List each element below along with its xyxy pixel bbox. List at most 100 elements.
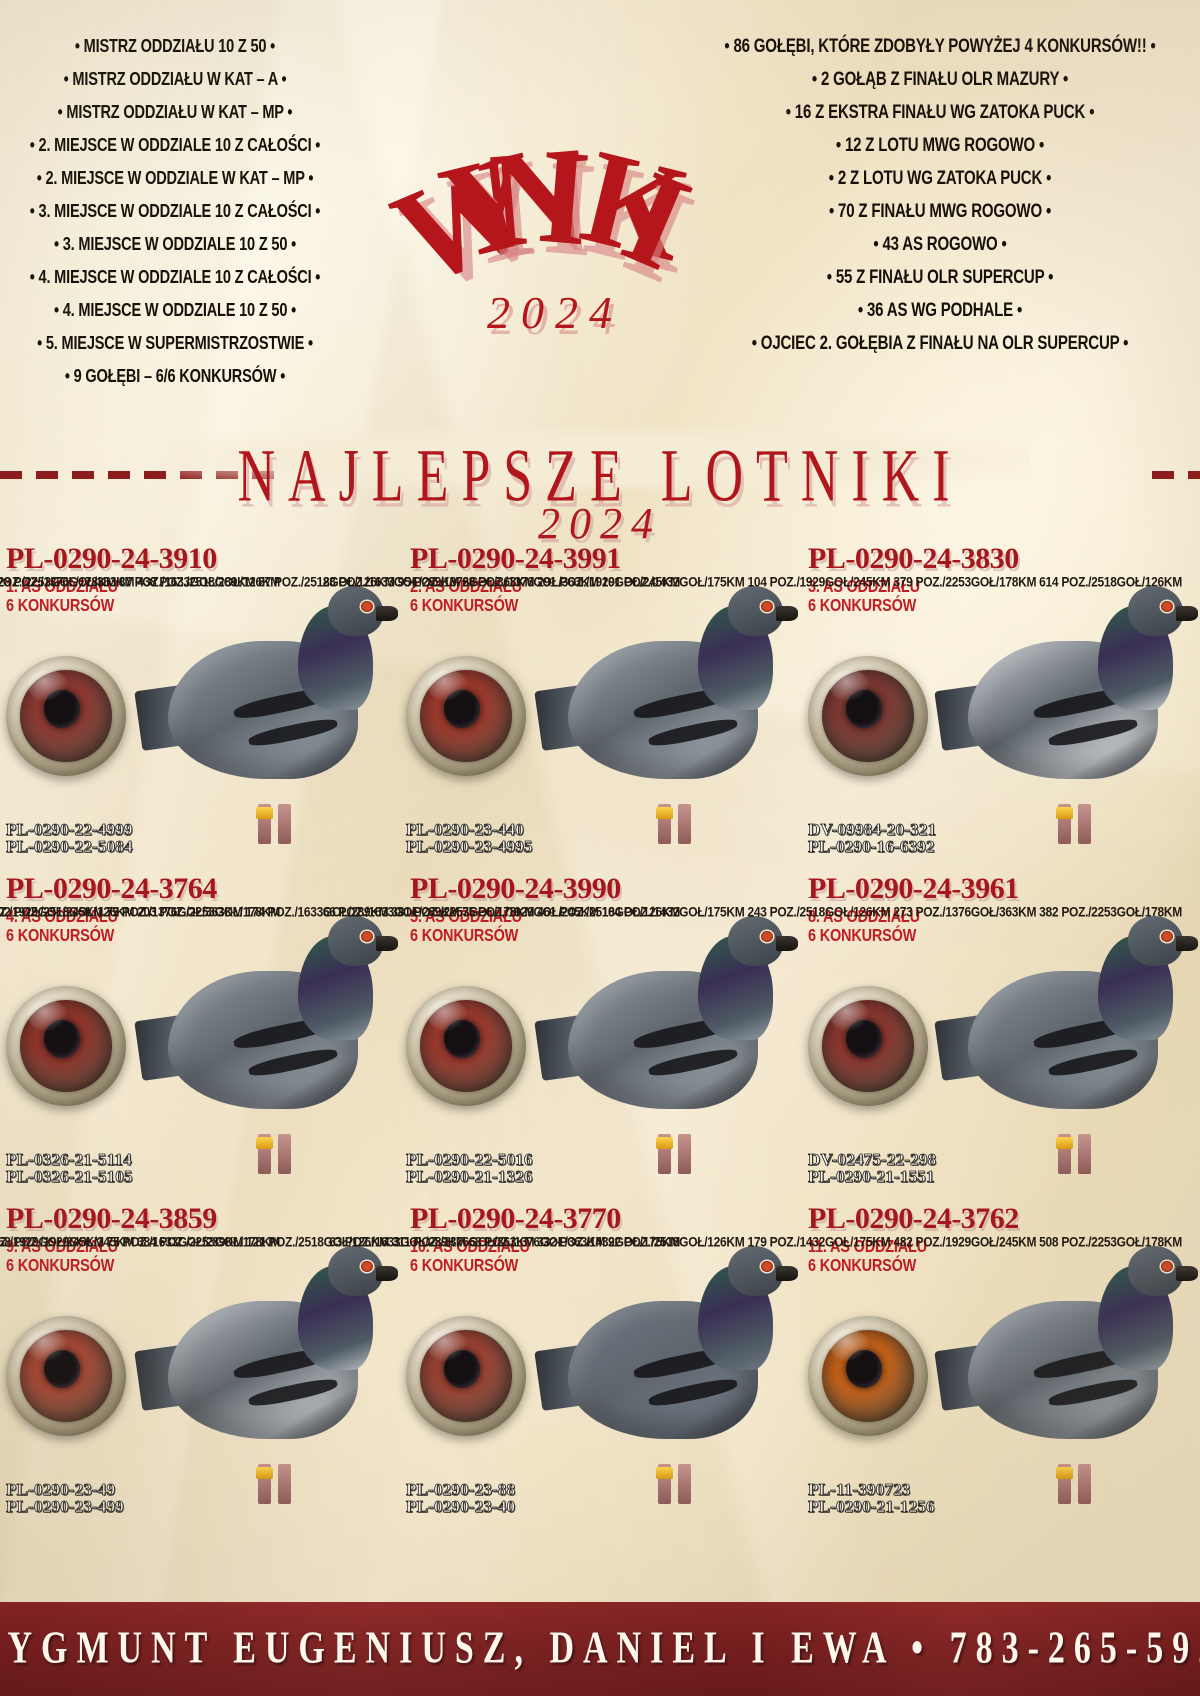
- pigeon-card[interactable]: PL-0290-24-3991 2. AS ODDZIAŁU 6 KONKURSÓ…: [0, 538, 800, 863]
- race-results: 34 POZ./2253GOŁ/178KM 53 POZ./1929GOŁ/24…: [0, 1234, 680, 1250]
- pigeon-photo: [534, 586, 798, 844]
- pigeon-card-grid: PL-0290-24-3910 1. AS ODDZIAŁU 6 KONKURSÓ…: [0, 538, 1200, 1593]
- list-item: • 2. MIEJSCE W ODDZIALE W KAT – MP •: [36, 168, 314, 189]
- pigeon-card[interactable]: PL-0290-24-3910 1. AS ODDZIAŁU 6 KONKURSÓ…: [0, 538, 400, 863]
- bird-eye-icon: [1160, 930, 1173, 943]
- bird-eye-icon: [760, 1260, 773, 1273]
- list-item: • OJCIEC 2. GOŁĘBIA Z FINAŁU NA OLR SUPE…: [751, 333, 1129, 354]
- eye-highlight: [829, 1000, 871, 1032]
- section-year: 2024: [538, 499, 662, 548]
- divider-dash: [0, 471, 22, 479]
- ring-number: PL-0290-24-3764: [6, 872, 217, 905]
- pigeon-card[interactable]: PL-0290-24-3859 9. AS ODDZIAŁU 6 KONKURSÓ…: [0, 1198, 400, 1523]
- bird-eye-icon: [760, 930, 773, 943]
- achievements-right-list: • 86 GOŁĘBI, KTÓRE ZDOBYŁY POWYŻEJ 4 KON…: [680, 30, 1200, 360]
- bird-beak: [1175, 1265, 1198, 1281]
- pigeon-eye-photo: [406, 986, 526, 1106]
- bird-leg: [1078, 1134, 1091, 1174]
- card-header: PL-0290-24-3762 11. AS ODDZIAŁU 6 KONKURS…: [808, 1202, 1200, 1276]
- bird-beak: [375, 1265, 398, 1281]
- pigeon-card[interactable]: PL-0290-24-3961 8. AS ODDZIAŁU 6 KONKURSÓ…: [323, 868, 1200, 1193]
- bird-head: [328, 1246, 383, 1296]
- pigeon-card[interactable]: PL-0290-24-3764 4. AS ODDZIAŁU 6 KONKURSÓ…: [0, 868, 400, 1193]
- ring-number: PL-0290-24-3859: [6, 1202, 217, 1235]
- bird-leg: [678, 804, 691, 844]
- bird-eye-icon: [360, 1260, 373, 1273]
- race-results: 23 POZ./1633GOŁ/289KM 28 POZ./1376GOŁ/36…: [322, 574, 1183, 590]
- eye-highlight: [27, 1000, 69, 1032]
- ring-number: PL-0290-24-3770: [410, 1202, 621, 1235]
- divider-dash: [72, 471, 94, 479]
- bird-head: [728, 1246, 783, 1296]
- pigeon-eye-photo: [406, 656, 526, 776]
- leg-ring-band: [655, 1136, 673, 1150]
- rank-label: 1. AS ODDZIAŁU 6 KONKURSÓW: [6, 578, 118, 616]
- card-header: PL-0290-24-3910 1. AS ODDZIAŁU 6 KONKURSÓ…: [6, 542, 406, 616]
- race-results: 44 POZ./1432GOŁ/175KM 59 POZ./1929GOŁ/24…: [0, 904, 680, 920]
- eye-highlight: [829, 670, 871, 702]
- parents-ring-numbers: PL-0290-22-4999 PL-0290-22-5084: [6, 820, 133, 856]
- bird-head: [328, 916, 383, 966]
- bird-beak: [775, 935, 798, 951]
- leg-ring-band: [1055, 1136, 1073, 1150]
- list-item: • MISTRZ ODDZIAŁU W KAT – MP •: [57, 102, 293, 123]
- pigeon-card[interactable]: PL-0290-24-3990 5. AS ODDZIAŁU 6 KONKURSÓ…: [0, 868, 800, 1193]
- rank-label: 5. AS ODDZIAŁU 6 KONKURSÓW: [410, 908, 522, 946]
- rank-label: 4. AS ODDZIAŁU 6 KONKURSÓW: [6, 908, 118, 946]
- race-results: 12 POZ./1432GOŁ/175KM 42 POZ./2253GOŁ/17…: [0, 574, 680, 590]
- section-title-backdrop: [170, 428, 1030, 490]
- pigeon-card[interactable]: PL-0290-24-3770 10. AS ODDZIAŁU 6 KONKURS…: [0, 1198, 800, 1523]
- list-item: • 16 Z EKSTRA FINAŁU WG ZATOKA PUCK •: [785, 102, 1095, 123]
- eye-highlight: [27, 670, 69, 702]
- pigeon-eye-photo: [406, 1316, 526, 1436]
- bird-beak: [775, 1265, 798, 1281]
- leg-ring-band: [1055, 806, 1073, 820]
- list-item: • MISTRZ ODDZIAŁU 10 Z 50 •: [74, 36, 276, 57]
- eye-highlight: [427, 670, 469, 702]
- list-item: • 55 Z FINAŁU OLR SUPERCUP •: [826, 267, 1054, 288]
- pigeon-eye-photo: [6, 986, 126, 1106]
- ring-number: PL-0290-24-3910: [6, 542, 217, 575]
- race-results: 63 POZ./1633GOŁ/289KM 68 POZ./1376GOŁ/36…: [329, 1234, 1182, 1250]
- bird-head: [328, 586, 383, 636]
- rank-label: 2. AS ODDZIAŁU 6 KONKURSÓW: [410, 578, 522, 616]
- parents-ring-numbers: PL-0290-23-440 PL-0290-23-4995: [406, 820, 533, 856]
- achievements-left-list: • MISTRZ ODDZIAŁU 10 Z 50 • • MISTRZ ODD…: [0, 30, 350, 393]
- list-item: • 70 Z FINAŁU MWG ROGOWO •: [828, 201, 1052, 222]
- parents-ring-numbers: PL-0290-22-5016 PL-0290-21-1326: [406, 1150, 533, 1186]
- bird-head: [1128, 916, 1183, 966]
- list-item: • 2. MIEJSCE W ODDZIALE 10 Z CAŁOŚCI •: [29, 135, 321, 156]
- pigeon-card[interactable]: PL-0290-24-3830 3. AS ODDZIAŁU 6 KONKURSÓ…: [323, 538, 1200, 863]
- divider-dash: [108, 471, 130, 479]
- pigeon-card[interactable]: PL-0290-24-3762 11. AS ODDZIAŁU 6 KONKURS…: [329, 1198, 1200, 1523]
- rank-label: 8. AS ODDZIAŁU 6 KONKURSÓW: [808, 908, 920, 946]
- pigeon-eye-photo: [6, 656, 126, 776]
- rank-label: 3. AS ODDZIAŁU 6 KONKURSÓW: [808, 578, 920, 616]
- pigeon-photo: [534, 916, 798, 1174]
- bird-head: [1128, 1246, 1183, 1296]
- section-title: NAJLEPSZE LOTNIKI: [237, 435, 963, 519]
- pigeon-eye-photo: [808, 986, 928, 1106]
- bird-leg: [1078, 804, 1091, 844]
- ring-number: PL-0290-24-3762: [808, 1202, 1019, 1235]
- bird-eye-icon: [360, 930, 373, 943]
- bird-beak: [375, 605, 398, 621]
- bird-leg: [278, 1134, 291, 1174]
- pigeon-photo: [534, 1246, 798, 1504]
- pigeon-photo: [934, 1246, 1198, 1504]
- list-item: • 3. MIEJSCE W ODDZIALE 10 Z 50 •: [53, 234, 297, 255]
- card-header: PL-0290-24-3990 5. AS ODDZIAŁU 6 KONKURSÓ…: [410, 872, 810, 946]
- eye-highlight: [829, 1330, 871, 1362]
- card-header: PL-0290-24-3961 8. AS ODDZIAŁU 6 KONKURSÓ…: [808, 872, 1200, 946]
- bird-eye-icon: [1160, 600, 1173, 613]
- bird-leg: [278, 1464, 291, 1504]
- card-header: PL-0290-24-3859 9. AS ODDZIAŁU 6 KONKURSÓ…: [6, 1202, 406, 1276]
- list-item: • 36 AS WG PODHALE •: [857, 300, 1023, 321]
- bird-leg: [678, 1464, 691, 1504]
- pigeon-photo: [934, 586, 1198, 844]
- divider-dash: [36, 471, 58, 479]
- list-item: • 9 GOŁĘBI – 6/6 KONKURSÓW •: [64, 366, 286, 387]
- leg-ring-band: [655, 806, 673, 820]
